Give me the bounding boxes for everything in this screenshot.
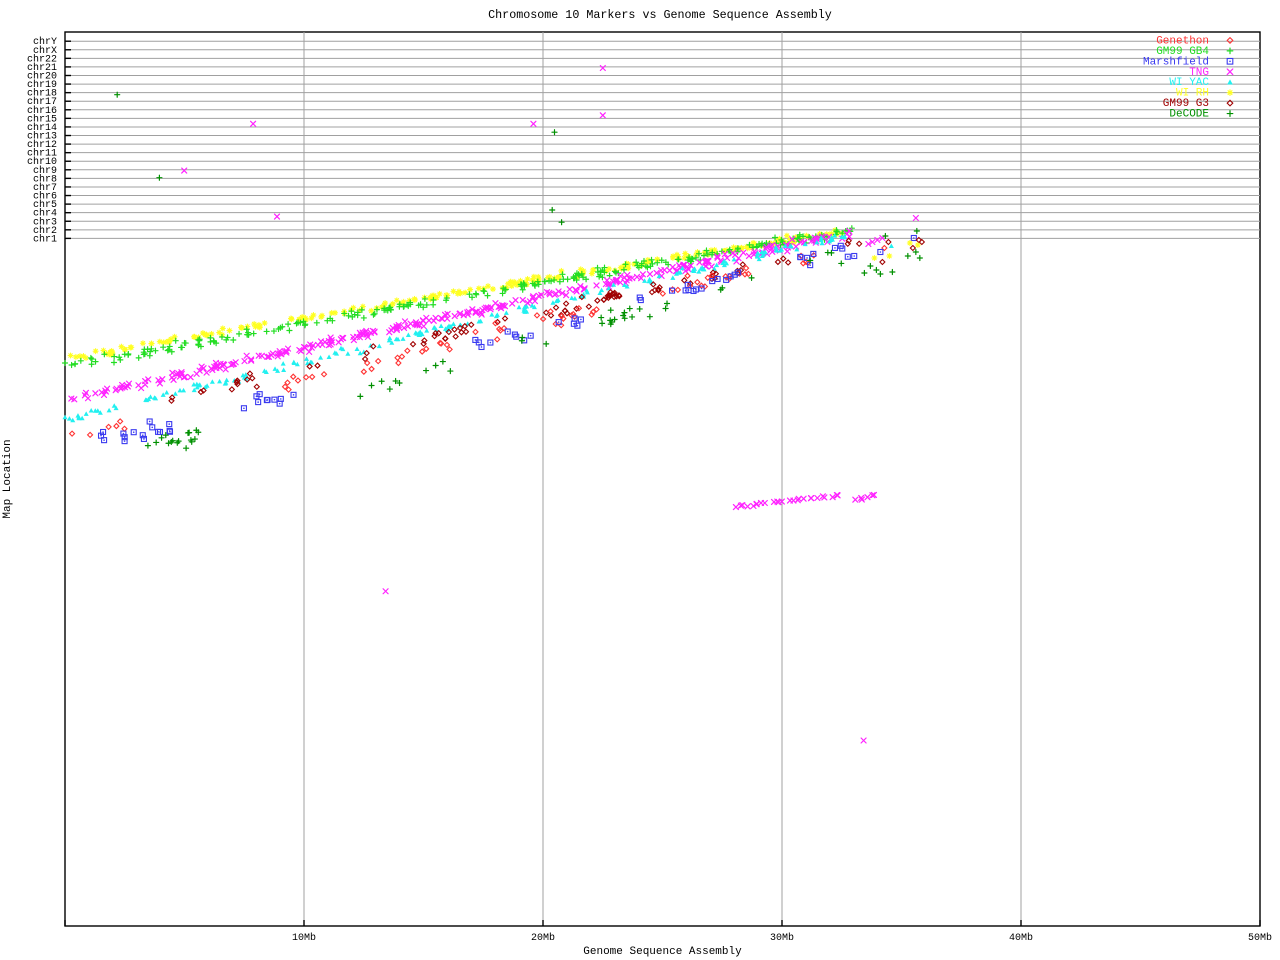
svg-text:Map Location: Map Location <box>2 439 14 518</box>
svg-text:20Mb: 20Mb <box>531 932 555 944</box>
svg-text:DeCODE: DeCODE <box>1169 109 1209 121</box>
svg-text:Genome Sequence Assembly: Genome Sequence Assembly <box>583 946 742 958</box>
svg-text:40Mb: 40Mb <box>1009 932 1033 944</box>
svg-text:10Mb: 10Mb <box>292 932 316 944</box>
svg-text:Chromosome 10 Markers vs Genom: Chromosome 10 Markers vs Genome Sequence… <box>488 8 832 22</box>
svg-text:30Mb: 30Mb <box>770 932 794 944</box>
svg-text:chr1: chr1 <box>33 233 57 245</box>
svg-text:50Mb: 50Mb <box>1248 932 1272 944</box>
